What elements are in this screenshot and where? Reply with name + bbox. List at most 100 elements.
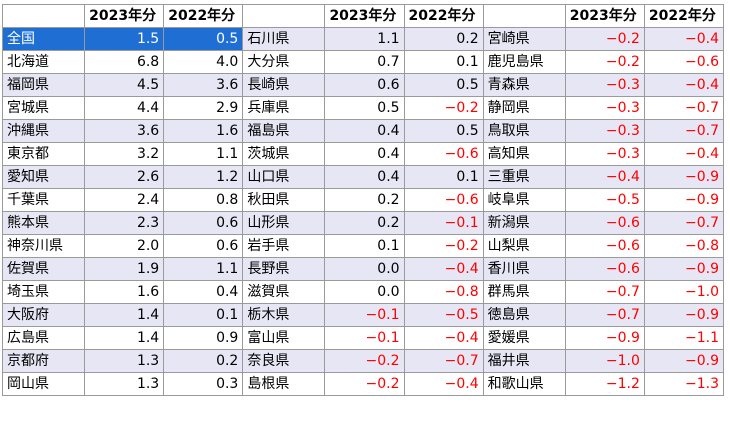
table-row: 岡山県 1.3 0.3 島根県 −0.2 −0.4 和歌山県 −1.2 −1.3 [1,372,725,396]
prefecture-cell: 福井県 [482,349,566,373]
value-2022-cell: −1.0 [643,280,725,304]
value-2023-cell: 3.6 [84,119,165,143]
value-2022-cell: −0.6 [403,188,484,212]
value-2023-cell: 0.2 [324,211,405,235]
header-cell-2023-2: 2023年分 [324,4,405,28]
prefecture-cell: 福岡県 [1,73,86,97]
prefecture-cell: 富山県 [242,326,326,350]
value-2022-cell: −0.2 [403,96,484,120]
value-2023-cell: 2.0 [84,234,165,258]
value-2023-cell: 1.4 [84,326,165,350]
value-2023-cell: −0.3 [564,96,645,120]
prefecture-cell: 山口県 [242,165,326,189]
prefecture-cell: 香川県 [482,257,566,281]
prefecture-cell: 滋賀県 [242,280,326,304]
header-cell-2022-1: 2022年分 [163,4,244,28]
table-row: 宮城県 4.4 2.9 兵庫県 0.5 −0.2 静岡県 −0.3 −0.7 [1,96,725,120]
header-cell-2023-3: 2023年分 [564,4,645,28]
table-row: 全国 1.5 0.5 石川県 1.1 0.2 宮崎県 −0.2 −0.4 [1,27,725,51]
prefecture-cell: 茨城県 [242,142,326,166]
prefecture-cell: 佐賀県 [1,257,86,281]
header-cell-prefecture-1 [1,4,86,28]
value-2022-cell: 0.1 [403,165,484,189]
prefecture-cell: 兵庫県 [242,96,326,120]
value-2022-cell: −0.4 [643,142,725,166]
value-2023-cell: 1.3 [84,349,165,373]
value-2023-cell: 0.4 [324,165,405,189]
value-2023-cell: −0.1 [324,326,405,350]
prefecture-cell: 愛知県 [1,165,86,189]
prefecture-cell: 福島県 [242,119,326,143]
value-2023-cell: 1.5 [84,27,165,51]
prefecture-cell: 岩手県 [242,234,326,258]
value-2022-cell: 1.6 [163,119,244,143]
value-2022-cell: 0.6 [163,211,244,235]
value-2023-cell: 0.6 [324,73,405,97]
value-2022-cell: 2.9 [163,96,244,120]
value-2023-cell: −0.6 [564,234,645,258]
prefecture-cell: 宮城県 [1,96,86,120]
prefecture-cell: 大阪府 [1,303,86,327]
value-2023-cell: 0.0 [324,280,405,304]
value-2023-cell: −0.3 [564,142,645,166]
table-row: 東京都 3.2 1.1 茨城県 0.4 −0.6 高知県 −0.3 −0.4 [1,142,725,166]
header-cell-prefecture-3 [482,4,566,28]
prefecture-cell: 徳島県 [482,303,566,327]
value-2023-cell: 1.9 [84,257,165,281]
value-2022-cell: −0.7 [643,119,725,143]
value-2023-cell: −0.7 [564,280,645,304]
prefecture-cell: 大分県 [242,50,326,74]
value-2022-cell: −0.4 [403,372,484,396]
table-body: 全国 1.5 0.5 石川県 1.1 0.2 宮崎県 −0.2 −0.4 北海道 6.8 4.0 大分県… [1,27,725,396]
value-2022-cell: −0.9 [643,165,725,189]
prefecture-cell: 長崎県 [242,73,326,97]
value-2022-cell: −0.8 [403,280,484,304]
value-2023-cell: 2.3 [84,211,165,235]
prefecture-cell: 北海道 [1,50,86,74]
prefecture-cell: 東京都 [1,142,86,166]
value-2022-cell: −0.5 [403,303,484,327]
value-2023-cell: 0.7 [324,50,405,74]
value-2022-cell: −0.6 [643,50,725,74]
value-2023-cell: 2.6 [84,165,165,189]
prefecture-cell: 岡山県 [1,372,86,396]
table-row: 沖縄県 3.6 1.6 福島県 0.4 0.5 鳥取県 −0.3 −0.7 [1,119,725,143]
prefecture-cell: 静岡県 [482,96,566,120]
value-2023-cell: −0.3 [564,119,645,143]
value-2022-cell: 4.0 [163,50,244,74]
header-cell-2022-3: 2022年分 [643,4,725,28]
value-2022-cell: −0.8 [643,234,725,258]
value-2022-cell: 0.2 [163,349,244,373]
prefecture-cell: 千葉県 [1,188,86,212]
value-2022-cell: −0.4 [643,27,725,51]
value-2023-cell: 0.2 [324,188,405,212]
value-2023-cell: 1.6 [84,280,165,304]
value-2023-cell: −0.1 [324,303,405,327]
value-2022-cell: 3.6 [163,73,244,97]
prefecture-cell: 高知県 [482,142,566,166]
prefecture-cell: 栃木県 [242,303,326,327]
value-2022-cell: −1.3 [643,372,725,396]
value-2023-cell: 4.5 [84,73,165,97]
value-2022-cell: −0.7 [643,96,725,120]
value-2023-cell: −0.6 [564,211,645,235]
prefecture-cell: 愛媛県 [482,326,566,350]
prefecture-cell: 長野県 [242,257,326,281]
value-2022-cell: 0.2 [403,27,484,51]
value-2023-cell: 0.4 [324,142,405,166]
value-2022-cell: −0.6 [403,142,484,166]
value-2022-cell: −0.7 [643,211,725,235]
value-2023-cell: −0.2 [564,27,645,51]
prefecture-cell: 奈良県 [242,349,326,373]
header-cell-2023-1: 2023年分 [84,4,165,28]
value-2023-cell: −1.0 [564,349,645,373]
table-row: 埼玉県 1.6 0.4 滋賀県 0.0 −0.8 群馬県 −0.7 −1.0 [1,280,725,304]
table-row: 佐賀県 1.9 1.1 長野県 0.0 −0.4 香川県 −0.6 −0.9 [1,257,725,281]
table-row: 熊本県 2.3 0.6 山形県 0.2 −0.1 新潟県 −0.6 −0.7 [1,211,725,235]
value-2023-cell: 0.5 [324,96,405,120]
prefecture-cell: 熊本県 [1,211,86,235]
value-2022-cell: 0.5 [163,27,244,51]
value-2023-cell: 0.1 [324,234,405,258]
table-row: 広島県 1.4 0.9 富山県 −0.1 −0.4 愛媛県 −0.9 −1.1 [1,326,725,350]
